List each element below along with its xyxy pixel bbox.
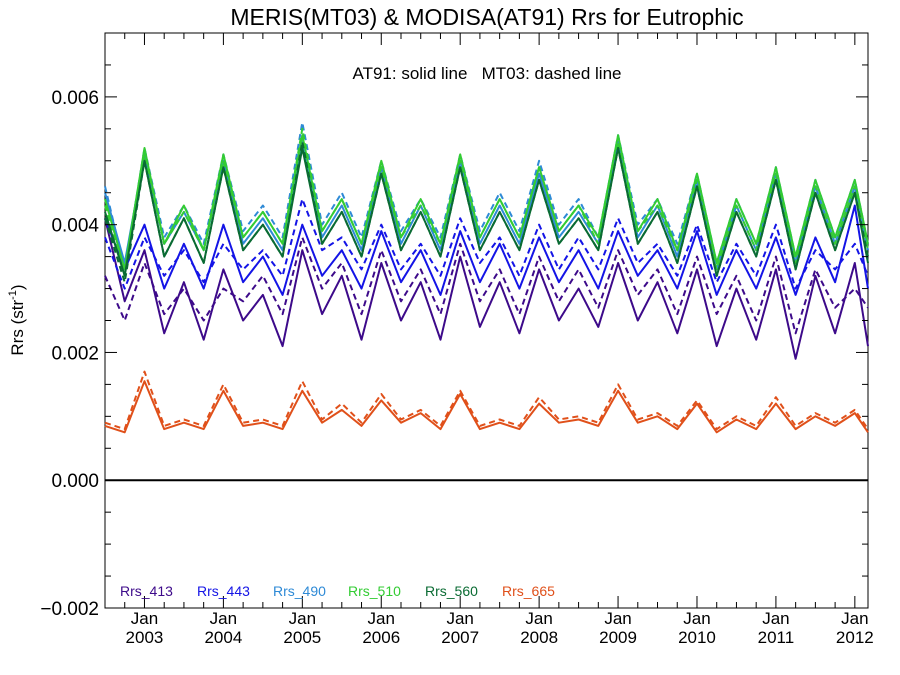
legend-item: Rrs_490 (273, 583, 326, 599)
y-axis-label-close: ) (8, 284, 27, 290)
y-axis: −0.002 0.000 0.002 0.004 0.006 (40, 64, 868, 620)
legend-item: Rrs_560 (425, 583, 478, 599)
x-tick-month: Jan (762, 609, 789, 628)
y-tick-label: 0.006 (51, 88, 99, 109)
y-axis-label: Rrs (str-1) (7, 284, 27, 355)
series-line-rrs-490-mt03-dashed (104, 121, 869, 271)
legend-item: Rrs_443 (197, 583, 250, 599)
legend-item: Rrs_413 (120, 583, 173, 599)
x-tick-month: Jan (525, 609, 552, 628)
x-tick-year: 2011 (758, 628, 795, 647)
x-tick-year: 2003 (126, 628, 164, 647)
x-tick-year: 2009 (599, 628, 637, 647)
legend: Rrs_413 Rrs_443 Rrs_490 Rrs_510 Rrs_560 Rrs_6… (120, 583, 555, 599)
x-tick-year: 2008 (520, 628, 558, 647)
x-tick-month: Jan (841, 609, 868, 628)
x-tick-year: 2004 (204, 628, 242, 647)
x-tick-month: Jan (604, 609, 631, 628)
y-tick-label: −0.002 (40, 599, 99, 620)
legend-item: Rrs_665 (502, 583, 555, 599)
y-tick-label: 0.002 (51, 343, 99, 364)
y-tick-label: 0.000 (51, 471, 99, 492)
x-tick-month: Jan (683, 609, 710, 628)
x-tick-year: 2012 (836, 628, 874, 647)
series-line-rrs-560-mt03-dashed (104, 140, 869, 284)
annotation: AT91: solid line MT03: dashed line (353, 64, 622, 83)
series-line-rrs-413-at91-solid (104, 218, 869, 360)
series-line-rrs-443-mt03-dashed (104, 198, 869, 290)
x-tick-month: Jan (368, 609, 395, 628)
series-line-rrs-560-at91-solid (104, 147, 869, 277)
legend-item: Rrs_510 (348, 583, 401, 599)
series-line-rrs-510-at91-solid (104, 134, 869, 271)
y-axis-label-sup: -1 (7, 290, 19, 300)
x-tick-year: 2005 (283, 628, 321, 647)
y-tick-label: 0.004 (51, 216, 99, 237)
series-line-rrs-665-mt03-dashed (104, 370, 869, 431)
plot-frame (104, 32, 869, 609)
x-tick-month: Jan (131, 609, 158, 628)
x-tick-month: Jan (210, 609, 237, 628)
series-line-rrs-665-at91-solid (104, 380, 869, 434)
x-tick-month: Jan (289, 609, 316, 628)
x-axis: Jan2003Jan2004Jan2005Jan2006Jan2007Jan20… (104, 33, 874, 647)
y-axis-label-main: Rrs (str (8, 300, 27, 356)
series-line-rrs-443-at91-solid (104, 204, 869, 296)
chart-title: MERIS(MT03) & MODISA(AT91) Rrs for Eutro… (230, 4, 743, 30)
x-tick-month: Jan (446, 609, 473, 628)
x-tick-year: 2006 (362, 628, 400, 647)
series-layer (104, 121, 869, 434)
x-tick-year: 2010 (678, 628, 716, 647)
x-tick-year: 2007 (441, 628, 479, 647)
